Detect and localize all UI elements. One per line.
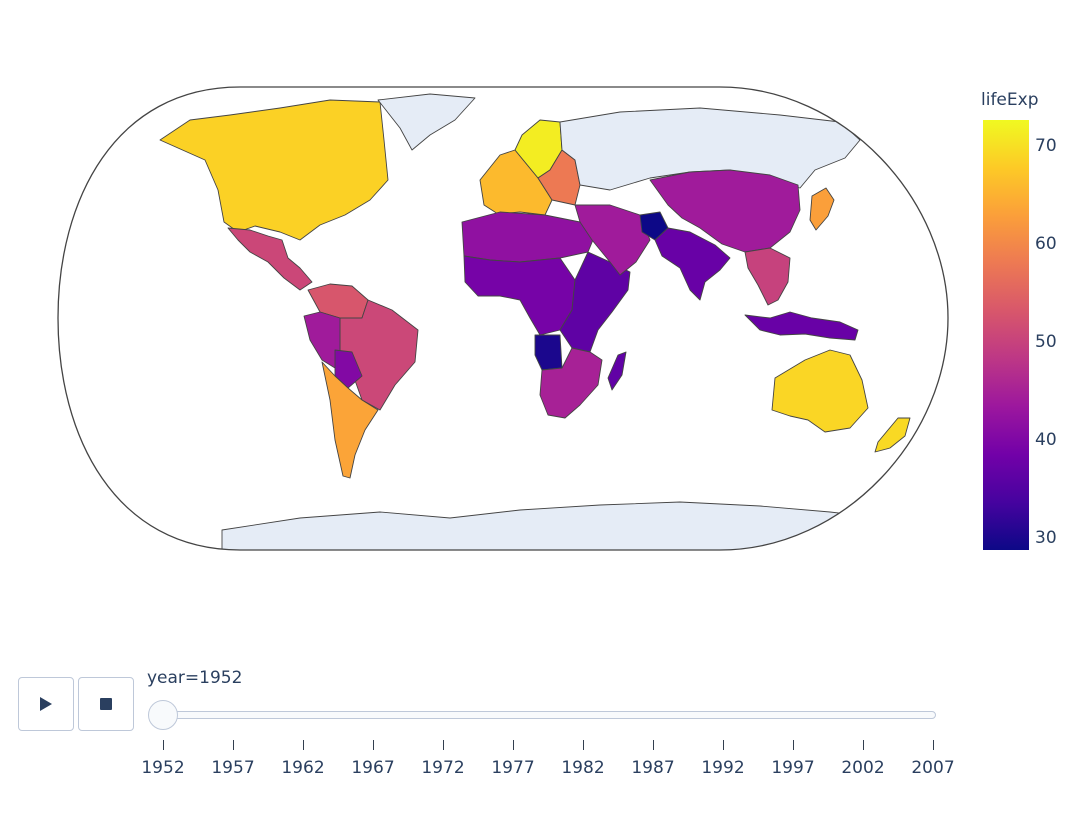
slider-tick bbox=[233, 740, 234, 750]
region-japan[interactable] bbox=[809, 187, 835, 231]
region-east-africa[interactable] bbox=[559, 251, 631, 353]
slider-tick bbox=[863, 740, 864, 750]
colorbar: lifeExp 30 40 50 60 70 bbox=[975, 88, 1075, 558]
region-angola[interactable] bbox=[534, 334, 563, 371]
colorbar-tick-label: 60 bbox=[1035, 234, 1057, 255]
region-southeast-asia[interactable] bbox=[744, 247, 791, 306]
slider-tick-label[interactable]: 1967 bbox=[351, 758, 395, 778]
slider-tick bbox=[303, 740, 304, 750]
slider-tick-label[interactable]: 1997 bbox=[771, 758, 815, 778]
region-argentina-chile-uruguay[interactable] bbox=[321, 361, 379, 479]
year-slider-handle[interactable] bbox=[148, 700, 178, 730]
slider-tick bbox=[443, 740, 444, 750]
slider-tick bbox=[163, 740, 164, 750]
slider-tick bbox=[373, 740, 374, 750]
slider-tick-label[interactable]: 1977 bbox=[491, 758, 535, 778]
slider-tick-label[interactable]: 1987 bbox=[631, 758, 675, 778]
slider-tick-label[interactable]: 1972 bbox=[421, 758, 465, 778]
play-icon bbox=[40, 697, 52, 711]
region-australia[interactable] bbox=[771, 349, 869, 433]
slider-tick-label[interactable]: 1952 bbox=[141, 758, 185, 778]
slider-tick-label[interactable]: 1992 bbox=[701, 758, 745, 778]
region-bolivia[interactable] bbox=[334, 349, 363, 389]
year-slider-rail[interactable] bbox=[150, 711, 936, 719]
region-india-pakistan[interactable] bbox=[654, 227, 731, 301]
region-north-america-us-canada[interactable] bbox=[159, 99, 389, 241]
map-canvas[interactable] bbox=[0, 0, 960, 600]
colorbar-gradient bbox=[983, 120, 1029, 550]
slider-current-value: year=1952 bbox=[147, 668, 243, 688]
slider-tick bbox=[933, 740, 934, 750]
region-north-africa[interactable] bbox=[461, 211, 596, 263]
stop-icon bbox=[100, 698, 112, 710]
slider-tick-label[interactable]: 2007 bbox=[911, 758, 955, 778]
region-indonesia[interactable] bbox=[744, 311, 859, 341]
slider-tick bbox=[513, 740, 514, 750]
colorbar-tick-label: 50 bbox=[1035, 332, 1057, 353]
colorbar-tick-label: 70 bbox=[1035, 136, 1057, 157]
slider-tick bbox=[723, 740, 724, 750]
globe-outline bbox=[57, 86, 949, 551]
region-west-central-africa[interactable] bbox=[463, 255, 576, 336]
animation-controls: year=1952 1952 1957 1962 1967 1972 1977 1982 19… bbox=[0, 660, 1080, 816]
region-mexico-central-america[interactable] bbox=[227, 227, 313, 291]
colorbar-title: lifeExp bbox=[981, 90, 1039, 110]
region-southern-africa[interactable] bbox=[539, 347, 603, 419]
slider-tick-label[interactable]: 2002 bbox=[841, 758, 885, 778]
region-china-mongolia[interactable] bbox=[649, 169, 801, 253]
slider-tick-label[interactable]: 1982 bbox=[561, 758, 605, 778]
stop-button[interactable] bbox=[78, 677, 134, 731]
slider-tick-label[interactable]: 1962 bbox=[281, 758, 325, 778]
slider-tick bbox=[653, 740, 654, 750]
choropleth-map[interactable] bbox=[0, 0, 960, 600]
region-greenland[interactable] bbox=[377, 93, 476, 151]
colorbar-tick-label: 30 bbox=[1035, 528, 1057, 549]
land-layer bbox=[159, 93, 911, 560]
slider-tick-label[interactable]: 1957 bbox=[211, 758, 255, 778]
play-button[interactable] bbox=[18, 677, 74, 731]
slider-tick bbox=[583, 740, 584, 750]
region-madagascar[interactable] bbox=[607, 351, 627, 391]
region-middle-east[interactable] bbox=[574, 204, 651, 276]
colorbar-tick-label: 40 bbox=[1035, 430, 1057, 451]
region-new-zealand[interactable] bbox=[874, 417, 911, 453]
region-antarctica[interactable] bbox=[221, 501, 901, 560]
region-western-europe[interactable] bbox=[479, 149, 553, 216]
slider-tick bbox=[793, 740, 794, 750]
